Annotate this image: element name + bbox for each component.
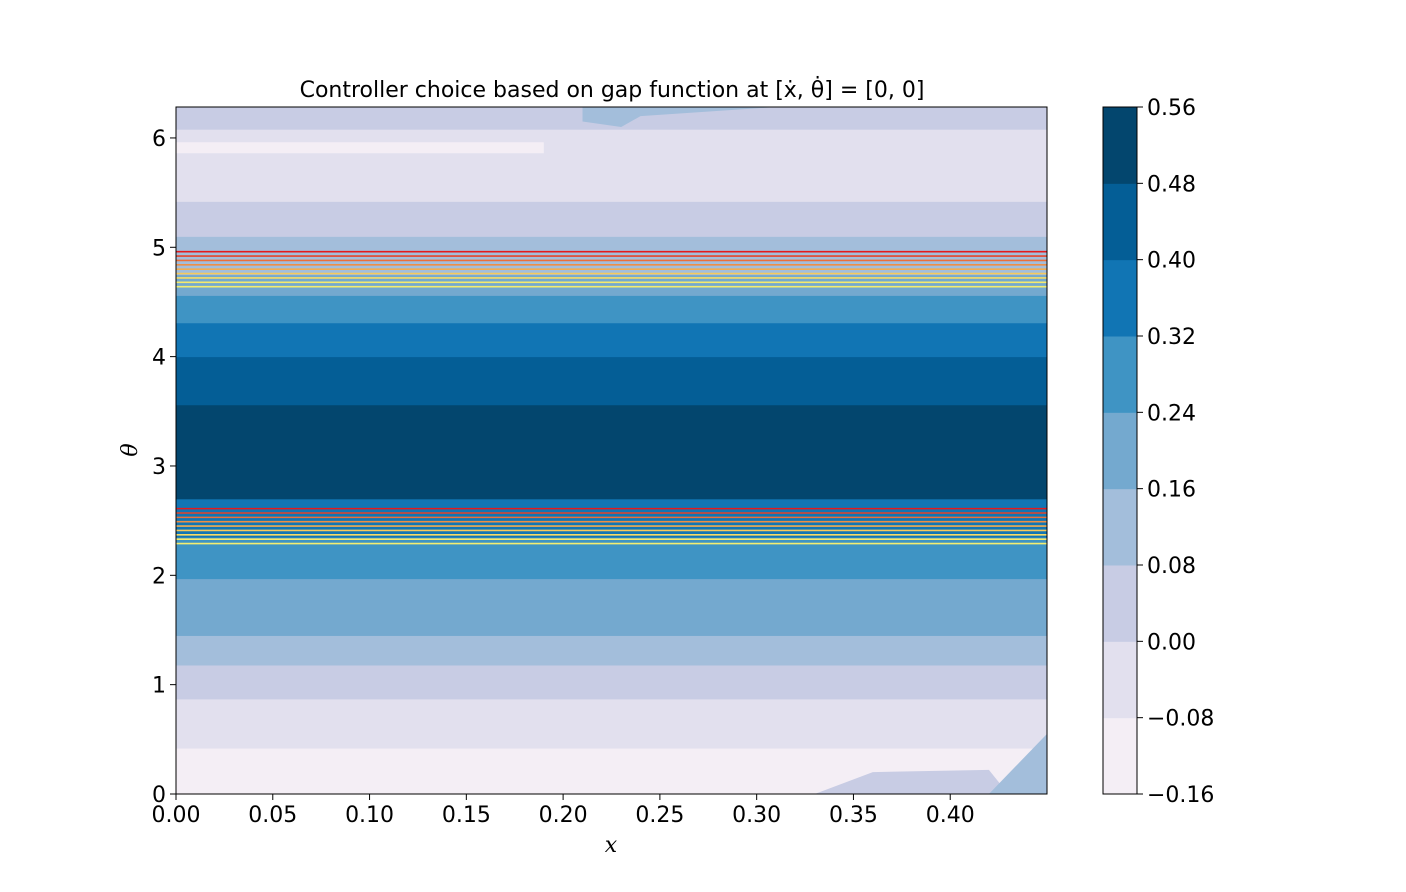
- colorbar-swatch: [1103, 565, 1137, 642]
- x-tick-label: 0.25: [635, 803, 684, 828]
- colorbar-tick-label: 0.08: [1147, 554, 1196, 579]
- y-axis-label: θ: [118, 443, 143, 456]
- contour-band-9: [176, 322, 1047, 358]
- colorbar-tick-label: 0.40: [1147, 249, 1196, 274]
- colorbar-swatch: [1103, 641, 1137, 719]
- x-axis-ticks: 0.00 0.05 0.10 0.15 0.20 0.25 0.30 0.35 0.40: [152, 794, 975, 828]
- plot-frame: [175, 106, 1048, 795]
- colorbar-tick-label: 0.32: [1147, 325, 1196, 350]
- contour-patch-0: [176, 142, 544, 154]
- x-tick-label: 0.00: [152, 803, 201, 828]
- colorbar-tick-label: 0.16: [1147, 478, 1196, 503]
- contour-band-7: [176, 404, 1047, 500]
- colorbar-swatch: [1103, 183, 1137, 261]
- colorbar: −0.16 −0.08 0.00 0.08 0.16 0.24 0.32 0.40 0.48 0.…: [1102, 96, 1214, 808]
- contour-band-3: [176, 635, 1047, 666]
- x-tick-label: 0.05: [248, 803, 297, 828]
- colorbar-tick-label: −0.16: [1147, 783, 1214, 808]
- colorbar-tick-label: 0.56: [1147, 96, 1196, 121]
- x-tick-label: 0.35: [829, 803, 878, 828]
- y-tick-label: 0: [152, 783, 166, 808]
- colorbar-frame: [1102, 106, 1138, 795]
- y-tick-label: 3: [152, 455, 166, 480]
- x-tick-label: 0.20: [539, 803, 588, 828]
- contour-band-10: [176, 295, 1047, 324]
- colorbar-swatch: [1103, 107, 1137, 184]
- colorbar-swatch: [1103, 717, 1137, 795]
- x-tick-label: 0.30: [732, 803, 781, 828]
- contour-band-1: [176, 698, 1047, 749]
- plot-area: [175, 106, 1048, 795]
- colorbar-swatch: [1103, 488, 1137, 566]
- contour-band-4: [176, 578, 1047, 636]
- x-tick-label: 0.15: [442, 803, 491, 828]
- colorbar-swatch: [1103, 412, 1137, 490]
- contour-patch-6: [988, 733, 1047, 794]
- x-axis-label: x: [605, 833, 618, 858]
- contour-band-2: [176, 664, 1047, 700]
- x-tick-label: 0.10: [345, 803, 394, 828]
- contour-patch-4: [176, 759, 505, 794]
- contour-band-8: [176, 356, 1047, 406]
- colorbar-swatch: [1103, 336, 1137, 413]
- y-tick-label: 4: [152, 346, 166, 371]
- y-tick-label: 6: [152, 127, 166, 152]
- contour-band-13: [176, 201, 1047, 237]
- colorbar-swatch: [1103, 259, 1137, 337]
- colorbar-tick-label: 0.24: [1147, 401, 1196, 426]
- contour-patch-5: [814, 769, 1009, 794]
- y-tick-label: 2: [152, 564, 166, 589]
- y-axis-ticks: 0 1 2 3 4 5 6: [152, 127, 176, 808]
- colorbar-tick-label: 0.48: [1147, 172, 1196, 197]
- colorbar-tick-label: 0.00: [1147, 630, 1196, 655]
- contour-band-11: [176, 274, 1047, 296]
- contour-patch-1: [582, 107, 776, 127]
- contour-patch-2: [872, 132, 989, 155]
- y-tick-label: 1: [152, 674, 166, 699]
- contour-patch-3: [679, 170, 815, 191]
- chart-title: Controller choice based on gap function …: [300, 76, 925, 103]
- colorbar-tick-label: −0.08: [1147, 707, 1214, 732]
- x-tick-label: 0.40: [926, 803, 975, 828]
- y-tick-label: 5: [152, 236, 166, 261]
